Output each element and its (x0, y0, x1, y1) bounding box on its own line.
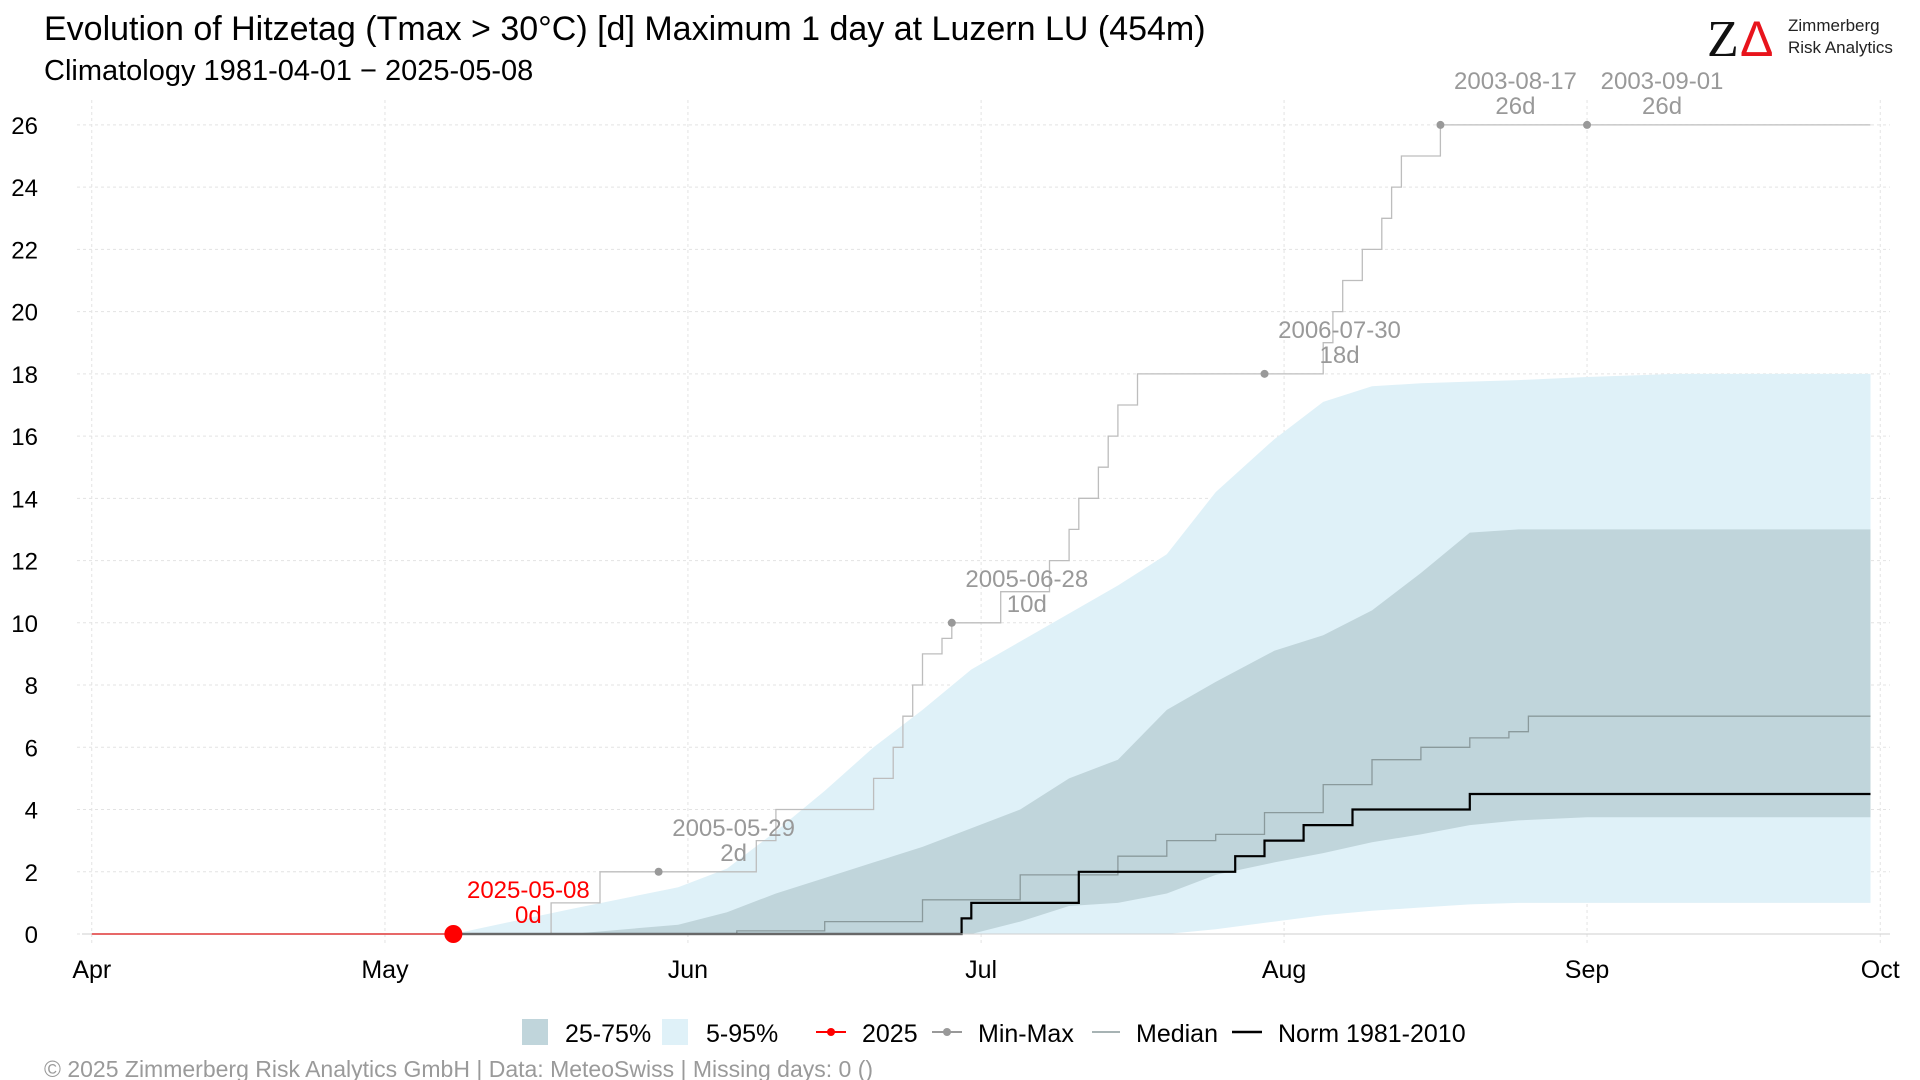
y-tick-label: 26 (11, 113, 38, 140)
logo-line-1: Zimmerberg (1788, 16, 1880, 35)
legend-label-5-95: 5-95% (706, 1020, 778, 1048)
annotation-value: 18d (1320, 342, 1360, 369)
y-tick-label: 20 (11, 300, 38, 327)
y-tick-label: 22 (11, 237, 38, 264)
legend-marker-2025 (827, 1028, 835, 1036)
x-tick-label: Sep (1565, 956, 1609, 984)
annotation-date: 2025-05-08 (467, 877, 590, 904)
y-tick-label: 4 (25, 798, 38, 825)
annotation-date: 2006-07-30 (1278, 317, 1401, 344)
annotation-value: 0d (515, 902, 542, 929)
legend-label-norm: Norm 1981-2010 (1278, 1020, 1466, 1048)
band-25-75- (570, 529, 1871, 934)
legend: 25-75% 5-95% 2025 Min-Max Median Norm 19… (522, 1019, 1466, 1048)
chart-title: Evolution of Hitzetag (Tmax > 30°C) [d] … (44, 10, 1206, 48)
annotation-date: 2005-05-29 (672, 815, 795, 842)
logo-z-glyph: Z (1707, 11, 1739, 68)
median-line (453, 715, 1871, 935)
record-marker (654, 867, 663, 876)
y-tick-label: 2 (25, 860, 38, 887)
annotation-value: 26d (1495, 93, 1535, 120)
legend-swatch-25-75 (522, 1019, 548, 1045)
y-tick-label: 18 (11, 362, 38, 389)
legend-label-minmax: Min-Max (978, 1020, 1074, 1048)
record-marker (1436, 120, 1445, 129)
annotation-value: 10d (1007, 591, 1047, 618)
x-tick-label: Jul (965, 956, 997, 984)
y-tick-label: 8 (25, 673, 38, 700)
x-tick-label: Jun (668, 956, 708, 984)
legend-label-2025: 2025 (862, 1020, 918, 1048)
logo-delta-glyph: Δ (1740, 11, 1773, 67)
chart-subtitle: Climatology 1981-04-01 − 2025-05-08 (44, 55, 533, 87)
annotation-date: 2003-08-17 (1454, 68, 1577, 95)
company-logo: Z Δ Zimmerberg Risk Analytics (1707, 11, 1893, 68)
annotation-date: 2005-06-28 (965, 566, 1088, 593)
x-tick-label: Aug (1262, 956, 1306, 984)
legend-label-median: Median (1136, 1020, 1218, 1048)
annotation-value: 26d (1642, 93, 1682, 120)
annotation-date: 2003-09-01 (1601, 68, 1724, 95)
y-tick-label: 0 (25, 922, 38, 949)
x-tick-label: May (361, 956, 409, 984)
current-year-marker (444, 925, 463, 943)
y-tick-label: 16 (11, 424, 38, 451)
annotation-value: 2d (720, 840, 747, 867)
record-marker (1583, 120, 1592, 129)
record-marker (947, 618, 956, 627)
y-tick-label: 10 (11, 611, 38, 638)
norm-line (453, 792, 1871, 936)
legend-marker-minmax (943, 1028, 951, 1036)
x-tick-label: Apr (72, 956, 111, 984)
minmax-line (453, 124, 1871, 935)
record-marker (1260, 369, 1269, 378)
logo-line-2: Risk Analytics (1788, 38, 1893, 57)
x-tick-label: Oct (1861, 956, 1900, 984)
percentile-bands (453, 373, 1871, 934)
y-tick-label: 14 (11, 486, 38, 513)
y-tick-label: 6 (25, 735, 38, 762)
y-tick-label: 24 (11, 175, 38, 202)
legend-label-25-75: 25-75% (565, 1020, 651, 1048)
footer-credit: © 2025 Zimmerberg Risk Analytics GmbH | … (44, 1056, 873, 1080)
y-tick-label: 12 (11, 549, 38, 576)
legend-swatch-5-95 (662, 1019, 688, 1045)
